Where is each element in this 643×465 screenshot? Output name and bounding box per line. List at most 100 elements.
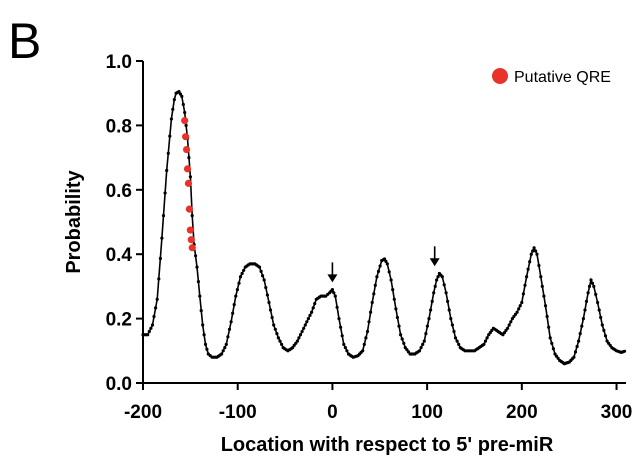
probability-point: [394, 307, 398, 311]
probability-point: [482, 342, 486, 346]
probability-point: [235, 288, 239, 292]
probability-point: [270, 315, 274, 320]
probability-point: [168, 134, 172, 138]
probability-point: [188, 175, 192, 179]
probability-point: [385, 262, 389, 266]
probability-point: [297, 336, 301, 340]
probability-point: [205, 347, 209, 351]
y-tick-label: 0.4: [106, 245, 133, 266]
probability-point: [237, 281, 241, 285]
probability-point: [622, 349, 627, 353]
probability-point: [265, 293, 269, 297]
probability-point: [199, 309, 203, 313]
legend-label-putative-qre: Putative QRE: [514, 69, 611, 86]
probability-point: [518, 304, 522, 308]
probability-point: [339, 325, 343, 329]
probability-point: [300, 329, 304, 334]
probability-point: [183, 110, 187, 115]
probability-point: [369, 310, 373, 314]
probability-point: [532, 246, 536, 250]
putative-qre-point: [187, 236, 195, 244]
probability-point: [436, 275, 440, 279]
probability-point: [303, 323, 307, 327]
probability-point: [608, 343, 612, 347]
probability-point: [150, 323, 155, 327]
probability-point: [160, 236, 164, 240]
probability-point: [201, 323, 205, 327]
probability-point: [308, 313, 312, 317]
probability-point: [586, 291, 590, 295]
probability-point: [602, 328, 606, 332]
probability-point: [580, 324, 584, 328]
probability-point: [221, 349, 225, 353]
legend-marker-putative-qre: [492, 68, 508, 84]
probability-point: [276, 336, 280, 340]
probability-point: [419, 346, 423, 350]
probability-point: [425, 324, 429, 328]
probability-point: [450, 323, 454, 327]
probability-point: [573, 350, 578, 354]
probability-point: [540, 284, 544, 288]
probability-point: [400, 337, 404, 341]
probability-point: [575, 344, 579, 349]
probability-point: [537, 263, 541, 268]
y-tick-label: 0.2: [106, 310, 132, 331]
annotation-layer: [327, 246, 440, 283]
probability-point: [190, 214, 194, 218]
probability-point: [267, 300, 271, 305]
probability-point: [180, 94, 184, 98]
probability-point: [372, 292, 376, 296]
probability-point: [578, 332, 582, 336]
probability-point: [603, 334, 608, 338]
plot-area: -200 -100 0 100 200 300 0.0 0.2 0.4 0.6 0.8 1.0: [106, 52, 633, 423]
probability-point: [515, 310, 519, 314]
x-tick-label: -200: [124, 402, 162, 423]
probability-point: [453, 336, 458, 340]
probability-point: [543, 304, 548, 308]
probability-point: [330, 288, 334, 292]
x-tick-label: 300: [601, 402, 633, 423]
probability-point: [224, 342, 228, 346]
putative-qre-point: [184, 179, 193, 187]
probability-point: [457, 342, 461, 346]
probability-point: [158, 256, 162, 261]
probability-point: [521, 292, 526, 296]
probability-point: [422, 339, 426, 343]
probability-point: [332, 291, 336, 295]
probability-point: [449, 317, 453, 321]
probability-point: [305, 320, 309, 324]
y-tick-label: 0.6: [106, 181, 132, 202]
probability-point: [306, 317, 310, 321]
probability-point: [583, 308, 587, 312]
probability-point: [378, 264, 382, 268]
probability-point: [364, 336, 368, 340]
probability-point: [232, 303, 236, 307]
probability-point: [259, 269, 263, 273]
probability-point: [262, 278, 266, 282]
probability-point: [242, 268, 246, 272]
probability-point: [195, 265, 199, 269]
probability-point: [529, 252, 533, 256]
putative-qre-point: [182, 145, 191, 154]
probability-point: [257, 265, 262, 269]
probability-point: [452, 329, 456, 334]
probability-point: [147, 329, 151, 334]
x-tick-label: 200: [506, 402, 538, 423]
probability-point: [298, 333, 303, 337]
probability-point: [223, 346, 227, 350]
probability-point: [273, 327, 277, 331]
probability-point: [424, 332, 428, 336]
probability-point: [196, 280, 200, 284]
probability-point: [534, 249, 538, 253]
probability-point: [506, 326, 510, 330]
probability-point: [427, 317, 431, 321]
probability-point: [596, 300, 600, 305]
probability-point: [455, 339, 459, 343]
y-tick-label: 0.8: [106, 116, 132, 137]
probability-point: [375, 275, 379, 279]
probability-point: [589, 278, 593, 282]
probability-point: [220, 352, 224, 356]
probability-point: [335, 305, 339, 309]
y-tick-label: 0.0: [106, 374, 132, 395]
probability-point: [444, 291, 448, 295]
